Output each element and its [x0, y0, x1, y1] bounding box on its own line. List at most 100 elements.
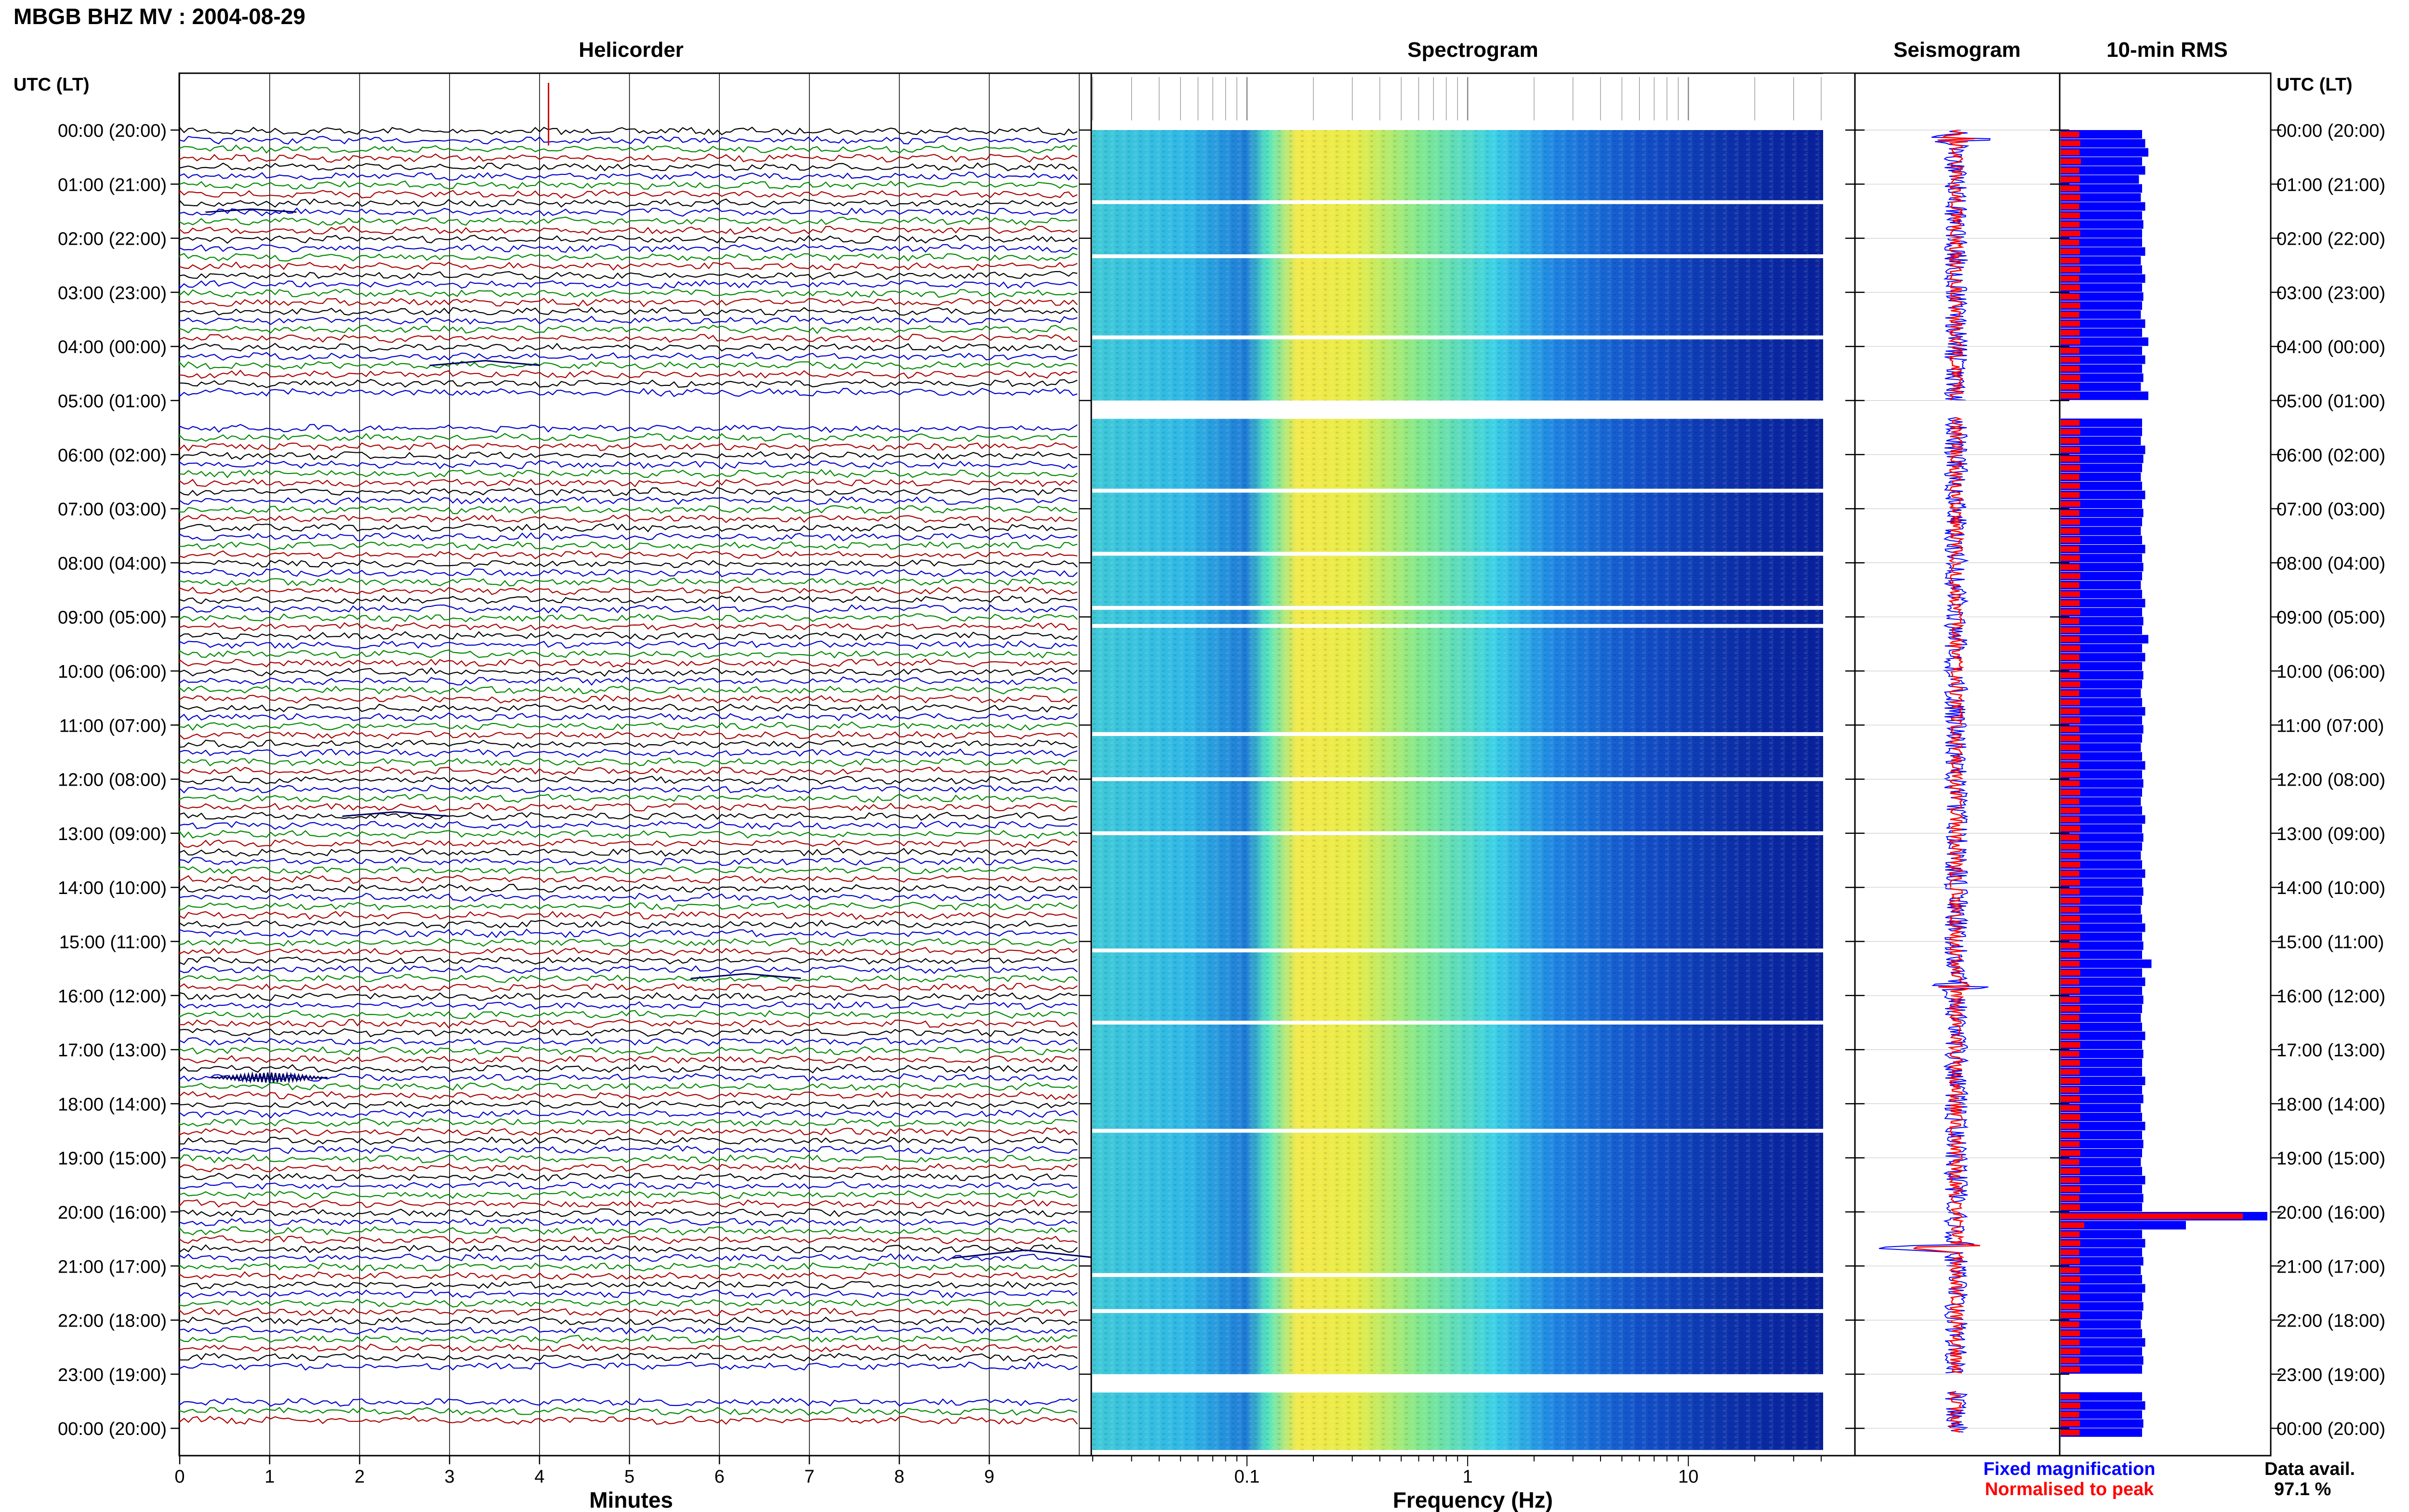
rms-bar-fixed	[2061, 1067, 2142, 1077]
frequency-tick-label: 1	[1463, 1467, 1473, 1487]
rms-bar-normalised	[2061, 293, 2080, 300]
helicorder-trace-row	[179, 856, 1078, 866]
helicorder-trace-row	[179, 261, 1078, 271]
rms-bar-fixed	[2061, 292, 2144, 301]
rms-bar-normalised	[2061, 1141, 2080, 1147]
rms-bar-fixed	[2061, 923, 2145, 932]
helicorder-trace-row	[179, 703, 1078, 713]
helicorder-trace-row	[179, 1244, 1078, 1254]
helicorder-trace-row	[179, 487, 1078, 497]
helicorder-trace-row	[179, 847, 1078, 857]
rms-bar-normalised	[2061, 1240, 2080, 1246]
rms-bar-fixed	[2061, 202, 2145, 211]
helicorder-trace-row	[179, 144, 1078, 154]
time-label-right: 03:00 (23:00)	[2277, 283, 2385, 303]
helicorder-trace-row	[179, 207, 1078, 217]
helicorder-trace-row	[179, 135, 1078, 145]
rms-bar-normalised	[2061, 222, 2080, 227]
rms-bar-normalised	[2061, 1312, 2080, 1318]
rms-bar-fixed	[2061, 896, 2142, 905]
rms-bar-fixed	[2061, 526, 2141, 536]
helicorder-events	[205, 83, 1098, 1259]
helicorder-trace-row	[179, 1253, 1078, 1262]
rms-bar-normalised	[2061, 609, 2080, 615]
helicorder-trace-row	[179, 271, 1078, 280]
spectrogram-gap	[1092, 488, 1823, 493]
rms-bar-fixed	[2061, 1094, 2144, 1104]
rms-bar-normalised	[2061, 1267, 2080, 1274]
rms-bar-fixed	[2061, 1320, 2141, 1329]
rms-bar-fixed	[2061, 1104, 2141, 1113]
right-axis-label: UTC (LT)	[2277, 75, 2353, 95]
helicorder-trace-row	[179, 279, 1078, 289]
time-label-left: 00:00 (20:00)	[58, 1419, 167, 1439]
helicorder-trace-row	[179, 586, 1078, 595]
time-label-left: 13:00 (09:00)	[58, 824, 167, 844]
helicorder-trace-row	[179, 325, 1078, 334]
rms-bar-normalised	[2061, 699, 2080, 705]
rms-bar-fixed	[2061, 607, 2142, 617]
rms-bar-normalised	[2061, 1105, 2080, 1111]
helicorder-event-burst	[205, 208, 297, 213]
rms-bar-fixed	[2061, 1221, 2186, 1230]
rms-bar-fixed	[2061, 1275, 2142, 1284]
rms-bar-normalised	[2061, 203, 2079, 210]
rms-bar-fixed	[2061, 590, 2142, 599]
minute-tick-label: 8	[894, 1467, 904, 1487]
rms-bar-normalised	[2061, 663, 2080, 669]
helicorder-panel: 0 1 2 3 4 5 6 7 8 9 Minutes	[174, 72, 1098, 1512]
helicorder-trace-row	[179, 712, 1078, 722]
time-label-left: 09:00 (05:00)	[58, 608, 167, 628]
helicorder-trace-row	[179, 622, 1078, 632]
rms-bar-fixed	[2061, 211, 2142, 220]
rms-bar-fixed	[2061, 1365, 2142, 1374]
helicorder-event-burst	[429, 360, 540, 367]
helicorder-trace-row	[179, 902, 1078, 911]
helicorder-trace-row	[179, 126, 1078, 136]
helicorder-trace-row	[179, 883, 1078, 893]
time-axis-ticks	[171, 129, 2281, 1429]
rms-bar-normalised	[2061, 970, 2080, 976]
rms-bar-fixed	[2061, 328, 2142, 337]
rms-bar-normalised	[2061, 456, 2080, 462]
rms-bar-normalised	[2061, 952, 2080, 958]
time-label-left: 08:00 (04:00)	[58, 553, 167, 574]
minute-tick-label: 9	[984, 1467, 994, 1487]
legend-normalised-to-peak: Normalised to peak	[1985, 1479, 2154, 1499]
rms-bar-fixed	[2061, 824, 2142, 833]
helicorder-trace-row	[179, 540, 1078, 551]
rms-bar-normalised	[2061, 690, 2079, 697]
helicorder-trace-row	[179, 604, 1078, 614]
rms-bar-fixed	[2061, 761, 2145, 770]
rms-bar-normalised	[2061, 636, 2080, 642]
rms-bar-fixed	[2061, 283, 2142, 292]
rms-bar-normalised	[2061, 1186, 2080, 1192]
time-label-right: 07:00 (03:00)	[2277, 500, 2385, 520]
helicorder-trace-row	[179, 244, 1078, 253]
helicorder-trace-row	[179, 649, 1078, 659]
rms-bar-fixed	[2061, 337, 2148, 346]
rms-bar-normalised	[2061, 925, 2080, 931]
rms-bar-fixed	[2061, 950, 2142, 959]
frequency-axis-title: Frequency (Hz)	[1393, 1487, 1553, 1512]
rms-bar-normalised	[2061, 889, 2080, 894]
rms-bar-fixed	[2061, 653, 2145, 662]
rms-bar-fixed	[2061, 815, 2145, 824]
rms-bar-normalised	[2061, 997, 2080, 1003]
rms-bar-fixed	[2061, 346, 2142, 355]
rms-bar-normalised	[2061, 1096, 2080, 1102]
rms-bar-fixed	[2061, 977, 2145, 986]
rms-bar-normalised	[2061, 582, 2079, 588]
helicorder-trace-row	[179, 1353, 1078, 1362]
frequency-tick-label: 10	[1678, 1467, 1698, 1487]
time-axis-right: 00:00 (20:00) 01:00 (21:00) 02:00 (22:00) 0…	[2277, 121, 2385, 1439]
helicorder-trace-row	[179, 360, 1078, 370]
helicorder-trace-row	[179, 342, 1078, 352]
helicorder-trace-row	[179, 1136, 1078, 1145]
helicorder-trace-row	[179, 812, 1078, 821]
time-label-left: 06:00 (02:00)	[58, 446, 167, 466]
helicorder-trace-row	[179, 1289, 1078, 1299]
rms-bar-fixed	[2061, 193, 2141, 202]
helicorder-trace-row	[179, 1073, 1078, 1082]
rms-bar-fixed	[2061, 986, 2142, 995]
